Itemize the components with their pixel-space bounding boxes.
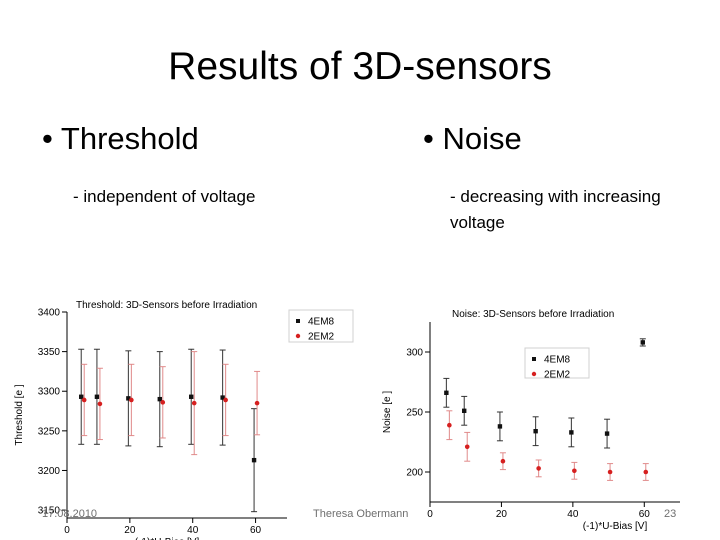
y-tick-label: 300: [406, 348, 423, 359]
footer-author: Theresa Obermann: [313, 508, 409, 520]
x-tick-label: 40: [567, 509, 579, 520]
x-axis-label: (-1)*U-Bias [V]: [135, 537, 200, 540]
x-tick-label: 60: [250, 525, 262, 536]
x-tick-label: 60: [639, 509, 651, 520]
noise-chart: 200 250 300 0 20 40 60 Noise: 3D-Sensors before…: [382, 309, 680, 532]
data-point-4em8: [220, 395, 225, 400]
x-tick-label: 20: [496, 509, 508, 520]
data-point-4em8: [497, 424, 503, 429]
data-point-2em2: [81, 397, 87, 403]
noise-note: - decreasing with increasing voltage: [450, 187, 661, 232]
data-point-2em2: [223, 397, 228, 403]
data-point-4em8: [569, 430, 574, 435]
data-point-2em2: [447, 422, 452, 428]
y-axis-label: Threshold [e ]: [14, 384, 25, 445]
data-point-2em2: [572, 468, 577, 474]
data-point-2em2: [254, 400, 260, 406]
legend-box: [288, 309, 354, 343]
data-point-4em8: [640, 340, 645, 345]
y-tick-label: 3250: [38, 426, 61, 437]
y-axis-label: Noise [e ]: [382, 391, 393, 433]
data-point-4em8: [462, 408, 467, 413]
legend-box: [524, 347, 590, 379]
data-point-2em2: [191, 400, 197, 406]
data-point-2em2: [607, 469, 613, 475]
data-point-4em8: [79, 394, 84, 399]
y-tick-label: 3300: [38, 387, 61, 398]
y-tick-label: 3200: [38, 466, 61, 477]
threshold-note: - independent of voltage: [73, 187, 256, 206]
legend-marker: [296, 319, 300, 323]
data-point-4em8: [157, 396, 162, 402]
data-point-2em2: [643, 469, 649, 475]
legend-marker: [295, 333, 301, 339]
x-tick-label: 20: [124, 525, 136, 536]
data-point-2em2: [464, 444, 470, 450]
data-point-4em8: [533, 429, 538, 434]
x-tick-label: 0: [427, 509, 433, 520]
legend-label: 2EM2: [544, 370, 571, 381]
y-tick-label: 3150: [38, 506, 61, 517]
legend-marker: [531, 371, 537, 377]
legend-marker: [532, 357, 536, 361]
data-point-2em2: [97, 401, 103, 407]
legend-label: 4EM8: [308, 317, 335, 328]
y-tick-label: 250: [406, 408, 423, 419]
footer-date: 17.08.2010: [42, 508, 98, 520]
slide-number: 23: [664, 508, 677, 520]
data-point-4em8: [189, 394, 194, 399]
bullet-noise: • Noise: [423, 121, 522, 156]
x-axis-label: (-1)*U-Bias [V]: [583, 521, 648, 532]
x-tick-label: 40: [187, 525, 199, 536]
x-tick-label: 0: [64, 525, 70, 536]
data-point-4em8: [604, 431, 610, 436]
chart-title: Threshold: 3D-Sensors before Irradiation: [76, 300, 257, 311]
y-tick-label: 3400: [38, 308, 61, 319]
threshold-chart: 3150 3200 3250 3300 3350 3400 0 20 40 60 Threshold…: [14, 300, 354, 540]
y-tick-label: 3350: [38, 347, 61, 358]
bullet-threshold: • Threshold: [42, 121, 199, 156]
data-point-4em8: [444, 390, 449, 395]
slide-title: Results of 3D-sensors: [168, 45, 552, 88]
legend-label: 2EM2: [308, 332, 335, 343]
data-point-2em2: [500, 458, 506, 464]
data-point-4em8: [94, 394, 100, 399]
data-point-4em8: [251, 457, 257, 463]
data-point-4em8: [126, 396, 131, 401]
chart-title: Noise: 3D-Sensors before Irradiation: [452, 309, 614, 320]
data-point-2em2: [160, 400, 166, 405]
data-point-2em2: [129, 397, 134, 403]
y-tick-label: 200: [406, 468, 423, 479]
data-point-2em2: [536, 466, 541, 471]
legend-label: 4EM8: [544, 355, 571, 366]
